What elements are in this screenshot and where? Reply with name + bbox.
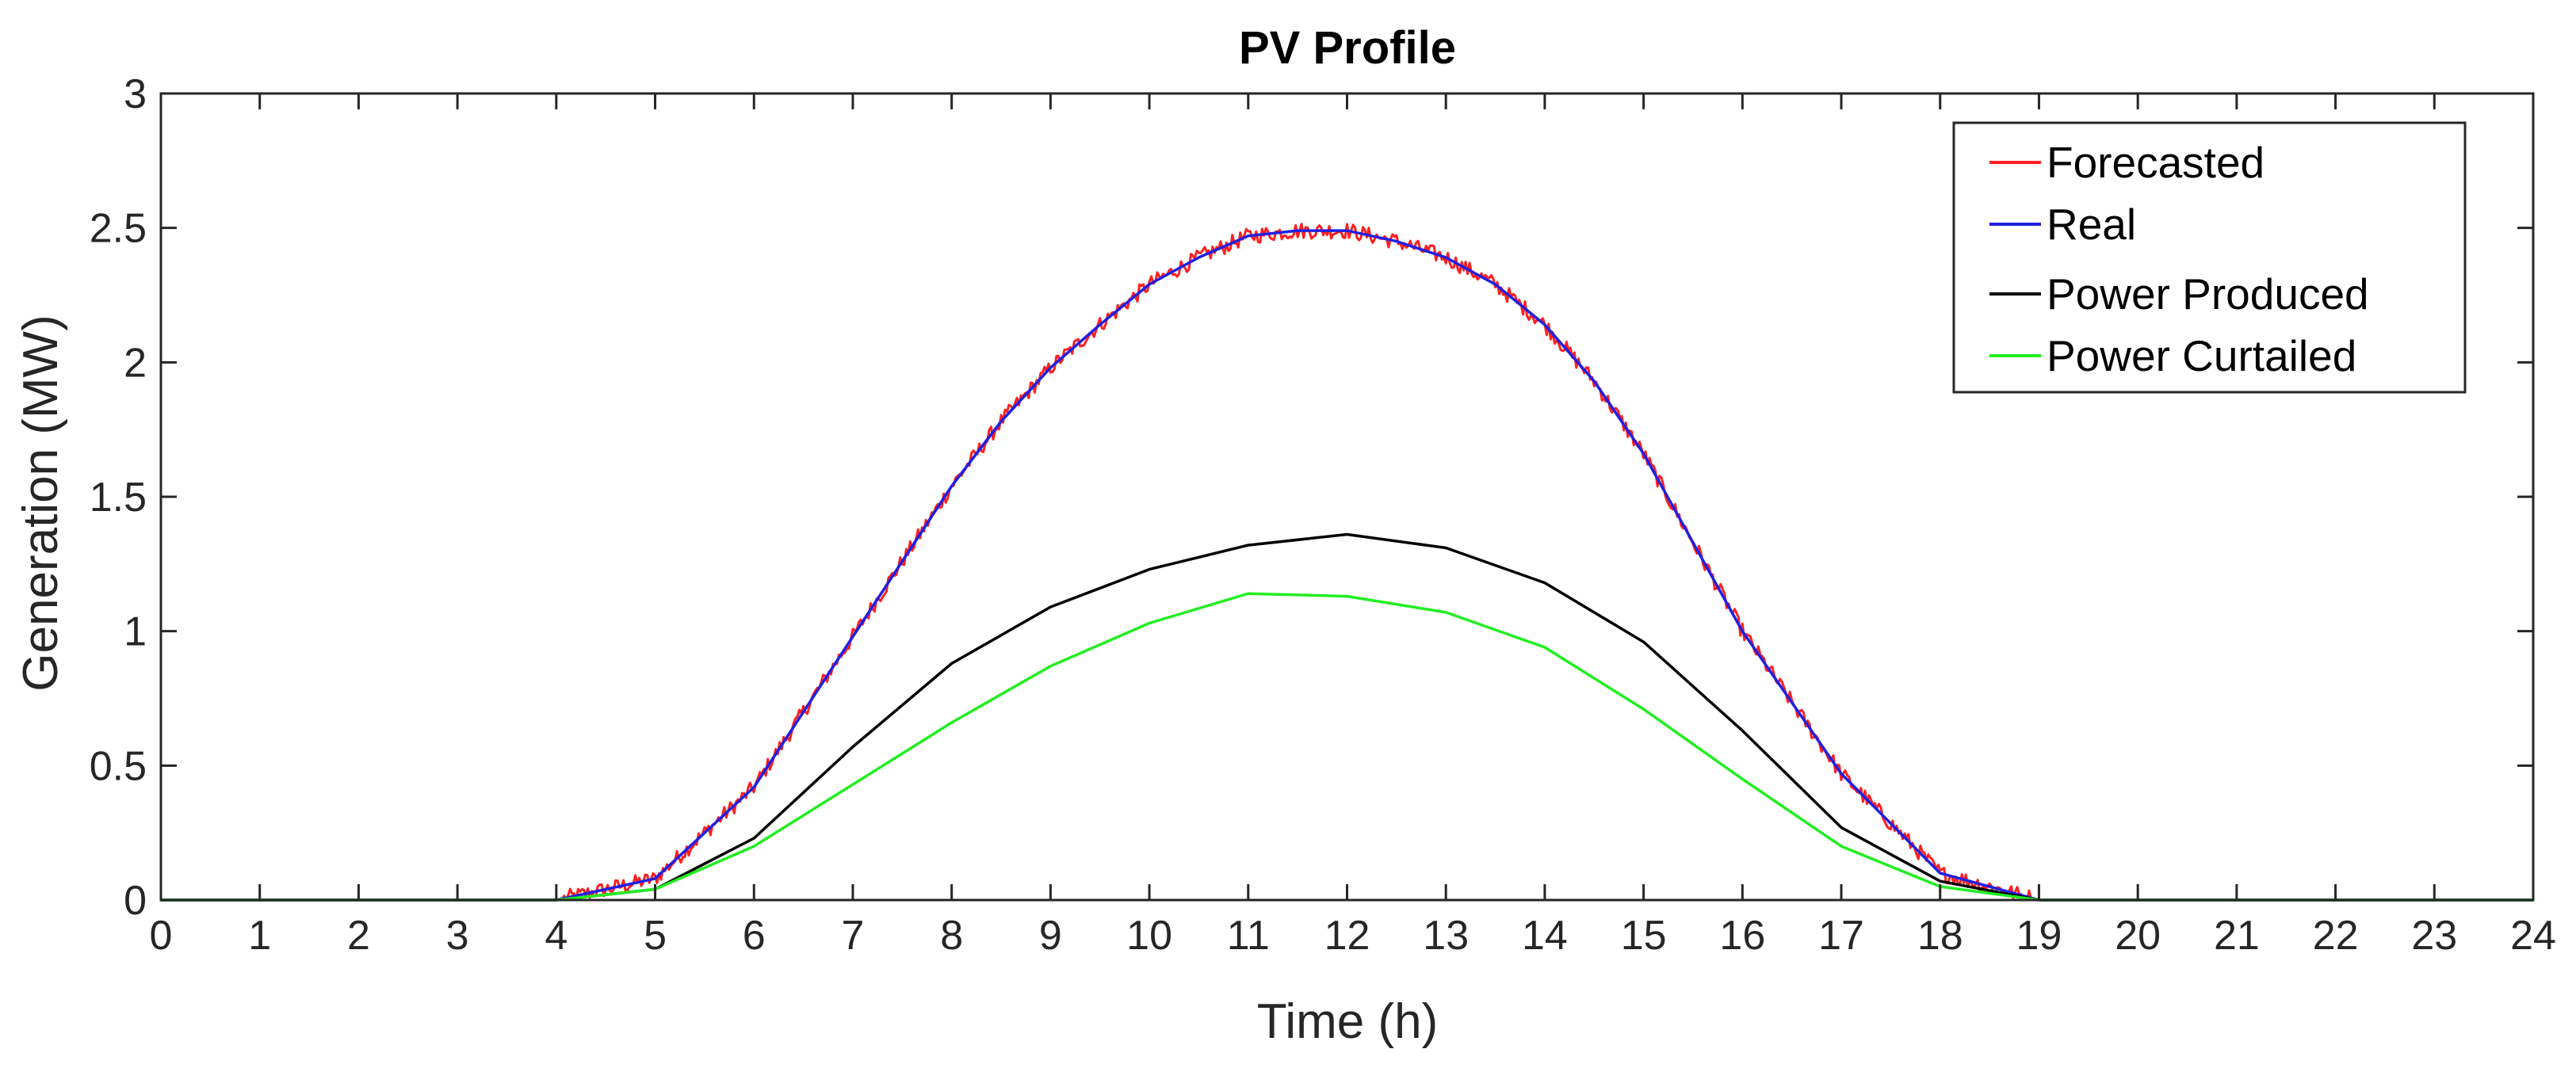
y-tick-label: 2.5 (90, 206, 147, 252)
legend-label: Forecasted (2047, 138, 2265, 187)
ticks-layer: 0 1 2 3 4 5 6 7 8 9 10 11 12 13 14 15 16 17 18 19 20 21 22 23 24… (90, 71, 2556, 959)
x-tick-label: 14 (1522, 913, 1568, 959)
x-tick-label: 5 (644, 913, 667, 959)
x-tick-label: 23 (2411, 913, 2457, 959)
chart-title: PV Profile (1239, 22, 1456, 74)
x-tick-label: 10 (1126, 913, 1172, 959)
x-tick-label: 2 (347, 913, 370, 959)
y-tick-label: 1 (124, 609, 147, 655)
legend-label: Power Produced (2047, 269, 2369, 318)
legend-box (1952, 121, 2467, 394)
x-tick-label: 12 (1324, 913, 1370, 959)
x-tick-label: 7 (841, 913, 864, 959)
y-tick-label: 1.5 (90, 475, 147, 521)
x-tick-label: 24 (2510, 913, 2556, 959)
x-tick-label: 13 (1423, 913, 1469, 959)
legend: Forecasted Real Power Produced Power Curtai… (1952, 121, 2467, 394)
x-tick-label: 17 (1818, 913, 1864, 959)
y-tick-label: 3 (124, 71, 147, 117)
x-tick-label: 1 (248, 913, 271, 959)
y-axis-label: Generation (MW) (13, 315, 68, 691)
x-tick-label: 16 (1719, 913, 1765, 959)
series-line-real (161, 229, 2533, 902)
x-tick-label: 19 (2016, 913, 2062, 959)
x-tick-label: 8 (940, 913, 963, 959)
x-tick-label: 18 (1917, 913, 1963, 959)
x-tick-label: 0 (150, 913, 173, 959)
x-tick-label: 15 (1621, 913, 1667, 959)
y-tick-label: 0 (124, 878, 147, 924)
x-tick-label: 4 (545, 913, 568, 959)
x-tick-label: 6 (743, 913, 766, 959)
legend-label: Real (2047, 200, 2136, 249)
x-tick-label: 9 (1039, 913, 1062, 959)
y-tick-label: 0.5 (90, 743, 147, 789)
x-tick-label: 11 (1227, 913, 1270, 959)
y-tick-label: 2 (124, 340, 147, 386)
x-tick-label: 21 (2214, 913, 2260, 959)
legend-label: Power Curtailed (2047, 331, 2356, 380)
x-tick-label: 22 (2313, 913, 2359, 959)
x-axis-label: Time (h) (1257, 994, 1438, 1049)
x-tick-label: 3 (446, 913, 469, 959)
x-tick-label: 20 (2115, 913, 2161, 959)
